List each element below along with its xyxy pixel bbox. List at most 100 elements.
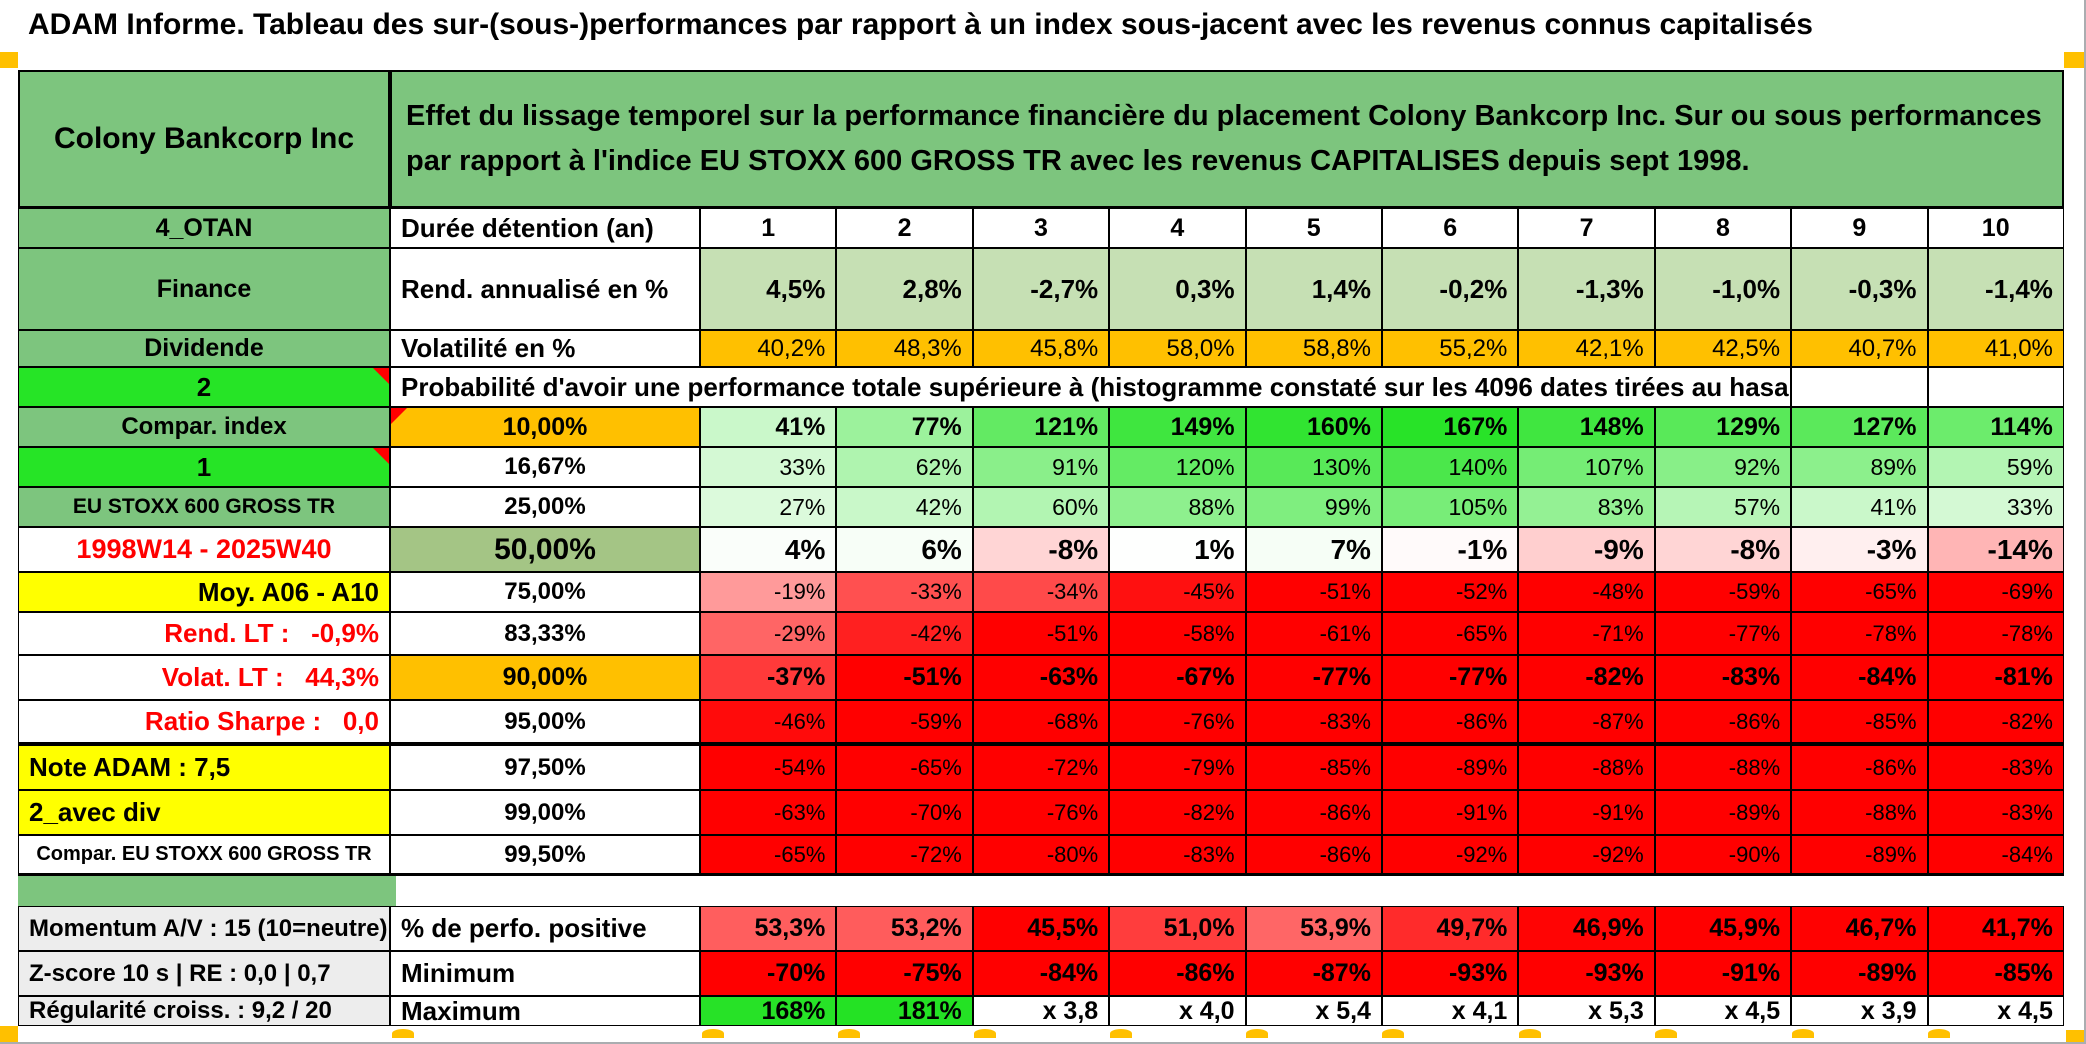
cell-2-7[interactable]: 42,1% xyxy=(1518,330,1655,367)
cell-6-5[interactable]: 99% xyxy=(1245,487,1382,527)
sub-label-13[interactable]: 99,00% xyxy=(390,790,700,835)
cell-1-10[interactable]: -1,4% xyxy=(1927,248,2064,330)
cell-5-7[interactable]: 107% xyxy=(1518,447,1655,487)
cell-17-1[interactable]: -70% xyxy=(700,951,837,996)
cell-10-9[interactable]: -84% xyxy=(1791,655,1928,700)
cell-10-7[interactable]: -82% xyxy=(1518,655,1655,700)
cell-11-2[interactable]: -59% xyxy=(836,700,973,745)
cell-10-8[interactable]: -83% xyxy=(1654,655,1792,700)
cell-16-6[interactable]: 49,7% xyxy=(1381,906,1519,951)
cell-16-5[interactable]: 53,9% xyxy=(1245,906,1382,951)
cell-9-2[interactable]: -42% xyxy=(836,612,973,655)
cell-12-3[interactable]: -72% xyxy=(972,745,1110,790)
instrument-name-cell[interactable]: Colony Bankcorp Inc xyxy=(18,70,390,208)
row-label-6[interactable]: EU STOXX 600 GROSS TR xyxy=(18,487,390,527)
cell-6-9[interactable]: 41% xyxy=(1791,487,1928,527)
cell-8-8[interactable]: -59% xyxy=(1654,572,1792,612)
cell-13-6[interactable]: -91% xyxy=(1381,790,1519,835)
cell-8-7[interactable]: -48% xyxy=(1518,572,1655,612)
cell-7-7[interactable]: -9% xyxy=(1518,527,1655,572)
cell-0-8[interactable]: 8 xyxy=(1654,208,1792,248)
cell-2-5[interactable]: 58,8% xyxy=(1245,330,1382,367)
cell-8-10[interactable]: -69% xyxy=(1927,572,2064,612)
cell-0-1[interactable]: 1 xyxy=(700,208,837,248)
sub-label-1[interactable]: Rend. annualisé en % xyxy=(390,248,700,330)
cell-2-6[interactable]: 55,2% xyxy=(1381,330,1519,367)
sub-label-5[interactable]: 16,67% xyxy=(390,447,700,487)
cell-13-1[interactable]: -63% xyxy=(700,790,837,835)
cell-2-8[interactable]: 42,5% xyxy=(1654,330,1792,367)
cell-18-7[interactable]: x 5,3 xyxy=(1518,996,1655,1026)
cell-7-2[interactable]: 6% xyxy=(836,527,973,572)
cell-18-4[interactable]: x 4,0 xyxy=(1109,996,1246,1026)
cell-14-3[interactable]: -80% xyxy=(972,835,1110,876)
cell-13-7[interactable]: -91% xyxy=(1518,790,1655,835)
cell-8-9[interactable]: -65% xyxy=(1791,572,1928,612)
cell-1-3[interactable]: -2,7% xyxy=(972,248,1110,330)
sub-label-12[interactable]: 97,50% xyxy=(390,745,700,790)
cell-17-4[interactable]: -86% xyxy=(1109,951,1246,996)
cell-4-3[interactable]: 121% xyxy=(972,407,1110,447)
cell-8-6[interactable]: -52% xyxy=(1381,572,1519,612)
cell-14-2[interactable]: -72% xyxy=(836,835,973,876)
cell-0-7[interactable]: 7 xyxy=(1518,208,1655,248)
sub-label-0[interactable]: Durée détention (an) xyxy=(390,208,700,248)
sub-label-7[interactable]: 50,00% xyxy=(390,527,700,572)
cell-9-4[interactable]: -58% xyxy=(1109,612,1246,655)
cell-14-10[interactable]: -84% xyxy=(1927,835,2064,876)
cell-16-2[interactable]: 53,2% xyxy=(836,906,973,951)
empty-cell-3-1[interactable] xyxy=(1927,367,2064,407)
cell-0-3[interactable]: 3 xyxy=(972,208,1110,248)
cell-10-4[interactable]: -67% xyxy=(1109,655,1246,700)
cell-16-10[interactable]: 41,7% xyxy=(1927,906,2064,951)
cell-10-10[interactable]: -81% xyxy=(1927,655,2064,700)
cell-17-2[interactable]: -75% xyxy=(836,951,973,996)
cell-5-8[interactable]: 92% xyxy=(1654,447,1792,487)
cell-7-6[interactable]: -1% xyxy=(1381,527,1519,572)
cell-6-8[interactable]: 57% xyxy=(1654,487,1792,527)
cell-17-8[interactable]: -91% xyxy=(1654,951,1792,996)
row-label-13[interactable]: 2_avec div xyxy=(18,790,390,835)
cell-18-6[interactable]: x 4,1 xyxy=(1381,996,1519,1026)
cell-1-2[interactable]: 2,8% xyxy=(836,248,973,330)
cell-7-9[interactable]: -3% xyxy=(1791,527,1928,572)
cell-2-1[interactable]: 40,2% xyxy=(700,330,837,367)
cell-0-4[interactable]: 4 xyxy=(1109,208,1246,248)
cell-12-5[interactable]: -85% xyxy=(1245,745,1382,790)
cell-0-2[interactable]: 2 xyxy=(836,208,973,248)
cell-5-9[interactable]: 89% xyxy=(1791,447,1928,487)
cell-10-1[interactable]: -37% xyxy=(700,655,837,700)
cell-10-2[interactable]: -51% xyxy=(836,655,973,700)
cell-9-10[interactable]: -78% xyxy=(1927,612,2064,655)
cell-6-4[interactable]: 88% xyxy=(1109,487,1246,527)
cell-11-10[interactable]: -82% xyxy=(1927,700,2064,745)
cell-18-9[interactable]: x 3,9 xyxy=(1791,996,1928,1026)
cell-1-7[interactable]: -1,3% xyxy=(1518,248,1655,330)
cell-14-4[interactable]: -83% xyxy=(1109,835,1246,876)
cell-4-4[interactable]: 149% xyxy=(1109,407,1246,447)
cell-8-3[interactable]: -34% xyxy=(972,572,1110,612)
cell-9-6[interactable]: -65% xyxy=(1381,612,1519,655)
cell-14-1[interactable]: -65% xyxy=(700,835,837,876)
cell-12-1[interactable]: -54% xyxy=(700,745,837,790)
cell-12-10[interactable]: -83% xyxy=(1927,745,2064,790)
cell-11-1[interactable]: -46% xyxy=(700,700,837,745)
cell-9-3[interactable]: -51% xyxy=(972,612,1110,655)
cell-9-7[interactable]: -71% xyxy=(1518,612,1655,655)
cell-13-2[interactable]: -70% xyxy=(836,790,973,835)
cell-5-3[interactable]: 91% xyxy=(972,447,1110,487)
cell-11-4[interactable]: -76% xyxy=(1109,700,1246,745)
cell-6-6[interactable]: 105% xyxy=(1381,487,1519,527)
cell-11-9[interactable]: -85% xyxy=(1791,700,1928,745)
empty-cell-3-0[interactable] xyxy=(1791,367,1928,407)
cell-2-10[interactable]: 41,0% xyxy=(1927,330,2064,367)
cell-0-9[interactable]: 9 xyxy=(1791,208,1928,248)
cell-5-2[interactable]: 62% xyxy=(836,447,973,487)
cell-12-6[interactable]: -89% xyxy=(1381,745,1519,790)
cell-17-3[interactable]: -84% xyxy=(972,951,1110,996)
row-label-3[interactable]: 2 xyxy=(18,367,390,407)
cell-0-10[interactable]: 10 xyxy=(1927,208,2064,248)
cell-1-9[interactable]: -0,3% xyxy=(1791,248,1928,330)
cell-11-6[interactable]: -86% xyxy=(1381,700,1519,745)
row-label-1[interactable]: Finance xyxy=(18,248,390,330)
